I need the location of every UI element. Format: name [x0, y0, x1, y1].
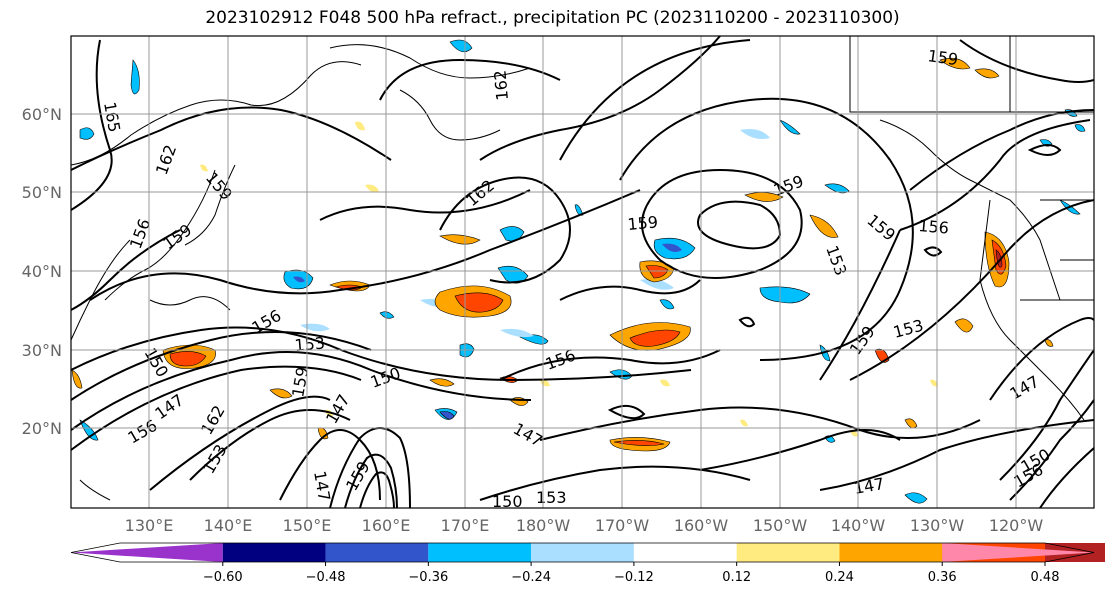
map-title: 2023102912 F048 500 hPa refract., precip… [205, 8, 900, 28]
lon-label: 170°W [595, 516, 650, 535]
colorbar-segment [736, 543, 840, 562]
colorbar-segment [222, 543, 326, 562]
colorbar-segment [325, 543, 429, 562]
colorbar-tick-label: 0.12 [722, 570, 751, 585]
lon-label: 130°W [910, 516, 965, 535]
contour-label: 159 [627, 212, 659, 234]
colorbar-tick-label: 0.24 [825, 570, 854, 585]
colorbar-tick-label: 0.36 [928, 570, 957, 585]
plot-area [71, 36, 1094, 508]
colorbar-tick-label: −0.60 [203, 570, 243, 585]
contour-label: 159 [926, 46, 959, 69]
contour-label: 150 [492, 492, 523, 511]
lon-label: 160°W [674, 516, 729, 535]
lat-label: 50°N [22, 183, 62, 202]
lon-label: 120°W [989, 516, 1044, 535]
colorbar-segment [531, 543, 634, 562]
lon-label: 150°E [283, 516, 332, 535]
colorbar-tick-label: 0.48 [1031, 570, 1060, 585]
colorbar-tick-label: −0.36 [408, 570, 448, 585]
lon-label: 180°W [516, 516, 571, 535]
contour-label: 162 [490, 69, 512, 101]
contour-label: 156 [918, 216, 950, 238]
graticule [71, 36, 1094, 508]
lat-label: 60°N [22, 105, 62, 124]
colorbar-segment [942, 543, 1094, 562]
lon-label: 170°E [441, 516, 490, 535]
lon-label: 140°W [831, 516, 886, 535]
colorbar-segment [839, 543, 943, 562]
lon-labels: 130°E 140°E 150°E 160°E 170°E 180°W 170°… [125, 516, 1044, 535]
colorbar-tick-label: −0.12 [614, 570, 654, 585]
colorbar-segment [633, 543, 737, 562]
colorbar-tick-label: −0.48 [306, 570, 346, 585]
colorbar-tick-label: −0.24 [511, 570, 551, 585]
colorbar-segment [71, 543, 223, 562]
colorbar-outline [70, 542, 1095, 563]
lon-label: 130°E [125, 516, 174, 535]
contour-label: 153 [536, 488, 567, 507]
lat-label: 30°N [22, 341, 62, 360]
lat-labels: 60°N 50°N 40°N 30°N 20°N [22, 105, 62, 438]
refractivity-contours [71, 36, 1094, 508]
colorbar-segment [428, 543, 532, 562]
contour-label: 153 [294, 333, 326, 355]
lat-label: 20°N [22, 419, 62, 438]
lon-label: 140°E [204, 516, 253, 535]
lon-label: 160°E [362, 516, 411, 535]
lon-label: 150°W [753, 516, 808, 535]
plot-frame [70, 35, 1095, 509]
lat-label: 40°N [22, 262, 62, 281]
colorbar: −0.60 −0.48 −0.36 −0.24 −0.12 0.12 0.24 0.36 0.4… [70, 542, 1105, 585]
